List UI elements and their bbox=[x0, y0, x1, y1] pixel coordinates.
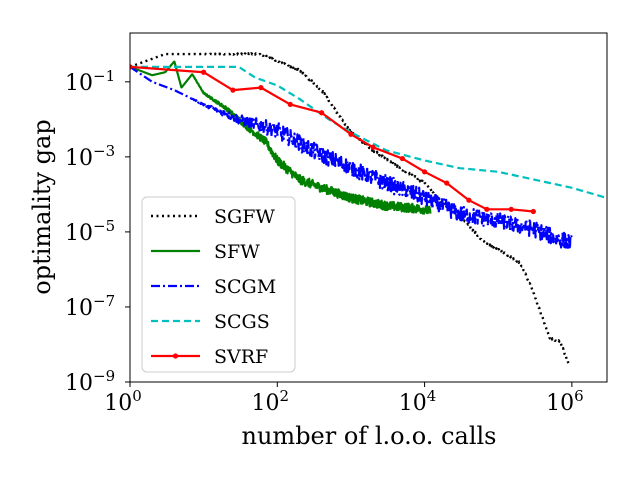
y-tick-label: 10−3 bbox=[65, 142, 115, 171]
series-marker-svrf bbox=[466, 197, 472, 203]
series-line-sfw bbox=[130, 60, 432, 215]
series-marker-svrf bbox=[201, 69, 207, 75]
legend: SGFW SFW SCGM SCGS SVRF bbox=[141, 196, 296, 373]
legend-label-scgm: SCGM bbox=[214, 276, 276, 298]
x-tick-label: 100 bbox=[104, 387, 142, 416]
y-axis-title: optimality gap bbox=[28, 119, 56, 294]
series-marker-svrf bbox=[258, 85, 264, 91]
axis-ticks: 100 102 104 106 10−1 10−3 10−5 10−7 10−9 bbox=[65, 67, 584, 416]
series-line-scgs bbox=[130, 65, 607, 200]
x-tick-label: 102 bbox=[252, 387, 290, 416]
series-marker-svrf bbox=[287, 101, 293, 108]
plot-frame bbox=[129, 32, 608, 383]
series-marker-svrf bbox=[130, 64, 133, 70]
legend-label-sfw: SFW bbox=[214, 241, 260, 263]
legend-box bbox=[141, 196, 296, 373]
series-marker-svrf bbox=[508, 206, 514, 212]
legend-label-scgs: SCGS bbox=[214, 311, 270, 333]
series-marker-svrf bbox=[319, 110, 325, 116]
legend-marker-svrf bbox=[172, 353, 179, 359]
series-marker-svrf bbox=[230, 87, 236, 93]
legend-label-sgfw: SGFW bbox=[214, 206, 275, 228]
series-marker-svrf bbox=[444, 180, 450, 186]
series-marker-svrf bbox=[348, 131, 354, 137]
y-tick-label: 10−7 bbox=[65, 292, 115, 321]
x-axis-title: number of l.o.o. calls bbox=[242, 422, 497, 450]
series-marker-svrf bbox=[484, 206, 490, 212]
x-tick-label: 104 bbox=[399, 387, 437, 416]
series-line-scgm bbox=[130, 65, 573, 251]
y-tick-label: 10−5 bbox=[65, 217, 115, 246]
series-marker-svrf bbox=[530, 208, 536, 215]
x-tick-label: 106 bbox=[546, 387, 584, 416]
series-marker-svrf bbox=[421, 169, 428, 175]
series-group bbox=[130, 52, 607, 364]
y-tick-label: 10−9 bbox=[65, 367, 115, 396]
legend-label-svrf: SVRF bbox=[214, 346, 268, 368]
y-tick-label: 10−1 bbox=[65, 67, 115, 96]
series-marker-svrf bbox=[399, 155, 406, 162]
series-marker-svrf bbox=[370, 144, 376, 150]
